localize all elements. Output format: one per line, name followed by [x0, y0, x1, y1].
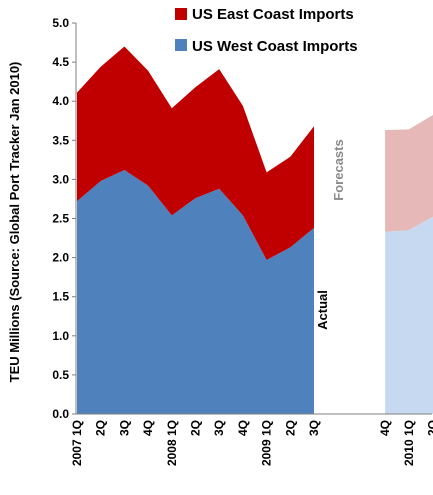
- legend-label-east: US East Coast Imports: [192, 6, 354, 23]
- x-tick-label: 2008 1Q: [165, 420, 179, 466]
- plot-areas: [77, 46, 433, 414]
- y-tick-label: 0.5: [52, 368, 69, 382]
- west-coast-area-actual: [77, 170, 314, 414]
- legend: US East Coast Imports US West Coast Impo…: [175, 6, 358, 55]
- east-coast-area-actual: [77, 46, 314, 260]
- y-tick-label: 2.5: [52, 212, 69, 226]
- x-tick-label: 4Q: [378, 420, 392, 436]
- y-tick-label: 0.0: [52, 407, 69, 421]
- x-tick-label: 3Q: [212, 420, 226, 436]
- x-tick-label: 4Q: [141, 420, 155, 436]
- x-tick-label: 2Q: [283, 420, 297, 436]
- actual-annotation: Actual: [315, 290, 330, 330]
- x-tick-label: 3Q: [117, 420, 131, 436]
- y-tick-label: 1.5: [52, 290, 69, 304]
- axes: 0.0 0.5 1.0 1.5 2.0 2.5 3.0 3.5 4.0 4.5 5.0 2007 1Q…: [52, 16, 433, 466]
- forecasts-annotation: Forecasts: [331, 139, 346, 200]
- east-coast-area-forecast: [385, 115, 433, 232]
- y-axis-title: TEU Millions (Source: Global Port Tracke…: [7, 62, 22, 383]
- y-tick-label: 3.0: [52, 172, 69, 186]
- x-tick-label: 2Q: [426, 420, 433, 436]
- y-tick-label: 3.5: [52, 133, 69, 147]
- west-coast-area-forecast: [385, 216, 433, 414]
- y-tick-label: 5.0: [52, 16, 69, 30]
- y-tick-label: 4.0: [52, 94, 69, 108]
- legend-label-west: US West Coast Imports: [192, 38, 358, 55]
- legend-swatch-west: [175, 39, 187, 51]
- x-tick-label: 2Q: [189, 420, 203, 436]
- y-tick-label: 4.5: [52, 55, 69, 69]
- x-tick-label: 2Q: [94, 420, 108, 436]
- legend-swatch-east: [175, 8, 187, 20]
- x-tick-label: 2009 1Q: [260, 420, 274, 466]
- y-tick-label: 2.0: [52, 251, 69, 265]
- x-tick-label: 2010 1Q: [402, 420, 416, 466]
- y-tick-label: 1.0: [52, 329, 69, 343]
- x-tick-label: 4Q: [236, 420, 250, 436]
- x-tick-label: 2007 1Q: [70, 420, 84, 466]
- x-tick-label: 3Q: [307, 420, 321, 436]
